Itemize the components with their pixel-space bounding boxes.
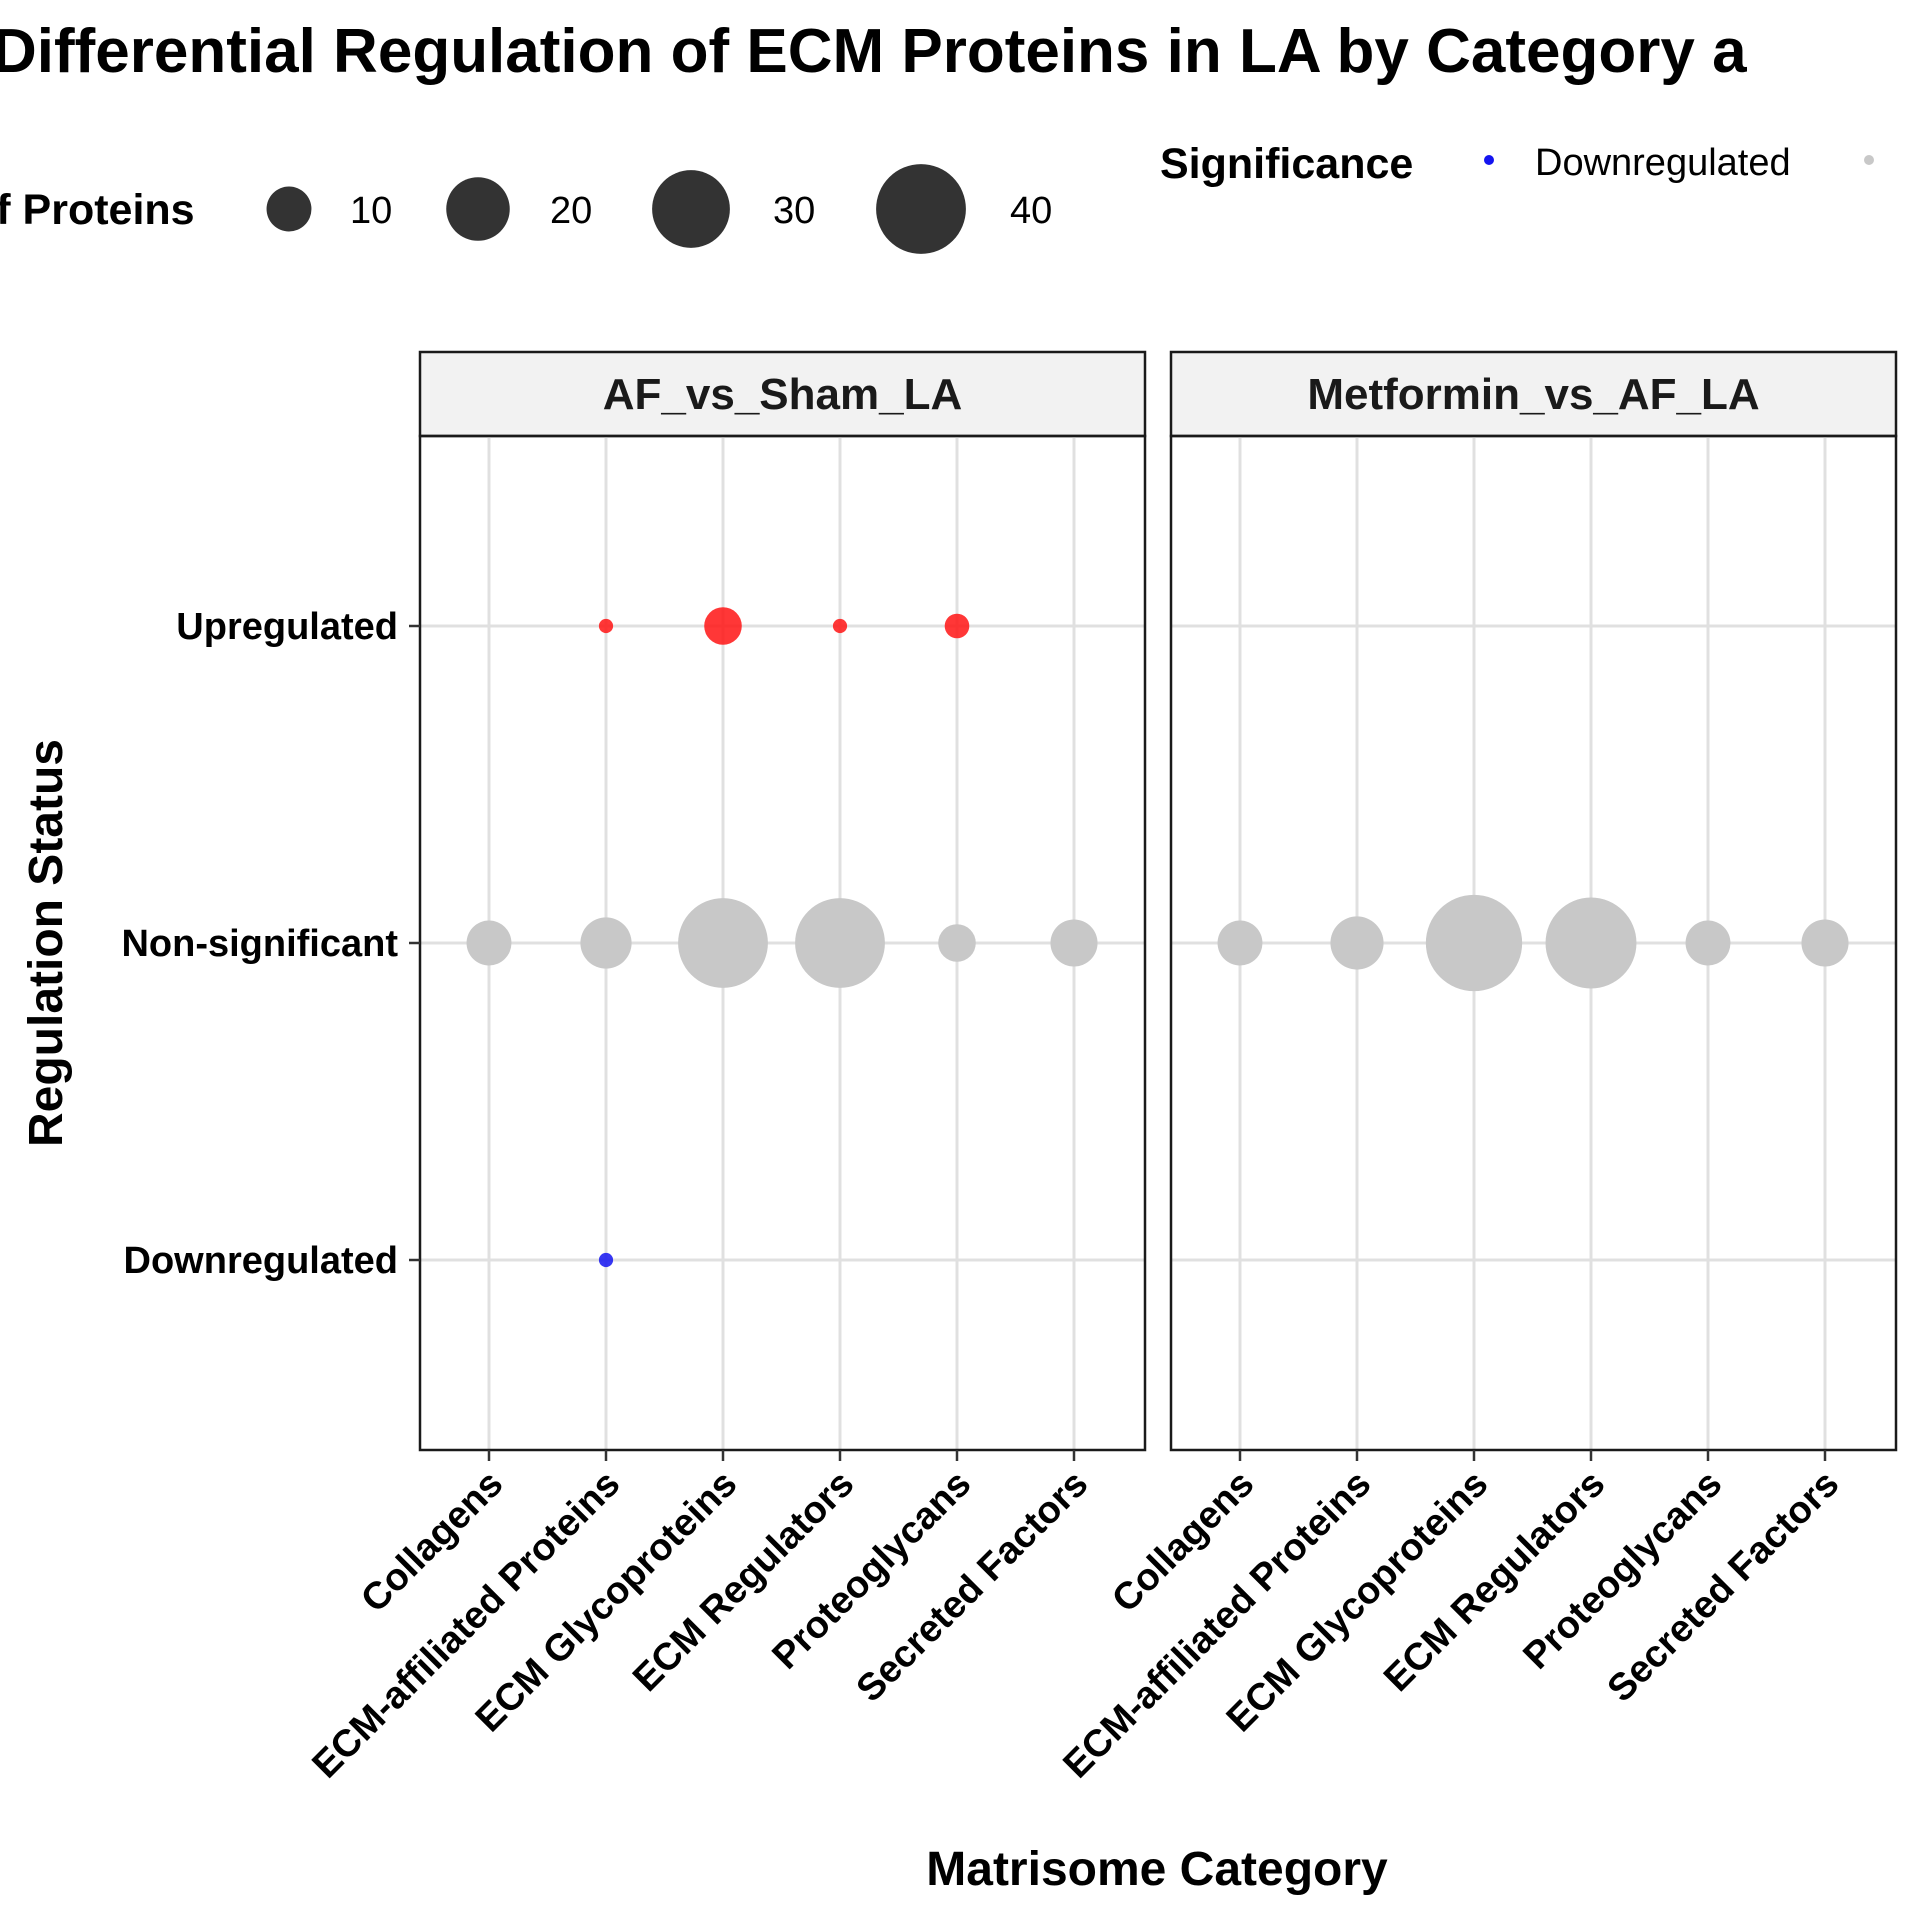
size-legend: of Proteins 10 20 30 40 [0,164,1052,254]
panel-metformin-vs-af-la: Metformin_vs_AF_LACollagensECM-affiliate… [1056,350,1898,1786]
x-tick-label: Secreted Factors [1600,1463,1848,1711]
size-legend-label: 10 [350,190,392,232]
y-tick-label: Downregulated [124,1240,398,1282]
x-tick-label: ECM Regulators [1376,1463,1613,1700]
facet-label: Metformin_vs_AF_LA [1307,370,1759,419]
y-tick-label: Upregulated [176,606,398,648]
size-legend-key [876,164,966,254]
x-axis-title: Matrisome Category [926,1843,1388,1896]
point-ecm-affiliated-proteins-upregulated [598,618,614,634]
x-tick-label: Secreted Factors [849,1463,1097,1711]
chart-title: Differential Regulation of ECM Proteins … [0,17,1747,86]
point-proteoglycans-non-significant [1685,920,1731,966]
color-legend-key [1864,155,1874,165]
point-ecm-affiliated-proteins-non-significant [1330,916,1384,970]
x-tick-label: Proteoglycans [1515,1463,1730,1678]
y-axis: Upregulated Non-significant Downregulated [121,606,420,1282]
size-legend-label: 20 [550,190,592,232]
point-secreted-factors-non-significant [1801,919,1849,967]
panel-border [1169,434,1898,1452]
size-legend-key [446,177,510,241]
facet-label: AF_vs_Sham_LA [603,370,962,419]
y-axis-title: Regulation Status [20,739,73,1147]
point-ecm-regulators-non-significant [1545,897,1637,989]
point-collagens-non-significant [1217,920,1263,966]
size-legend-key [652,170,730,248]
size-legend-items: 10 20 30 40 [266,164,1052,254]
color-legend-key [1484,155,1494,165]
point-ecm-regulators-non-significant [795,898,885,988]
x-tick-label: Proteoglycans [764,1463,979,1678]
facet-strip [418,350,1147,438]
point-ecm-affiliated-proteins-downregulated [598,1252,614,1268]
size-legend-label: 30 [773,190,815,232]
point-proteoglycans-upregulated [944,613,970,639]
color-legend-label: Downregulated [1535,142,1791,184]
point-ecm-glycoproteins-non-significant [1425,894,1523,992]
color-legend-title: Significance [1160,140,1413,188]
y-tick-label: Non-significant [121,923,398,965]
color-legend: Significance Downregulated [1160,140,1874,188]
facet-strip [1169,350,1898,438]
point-secreted-factors-non-significant [1050,919,1098,967]
size-legend-title: of Proteins [0,186,195,234]
point-ecm-glycoproteins-upregulated [704,607,742,645]
point-ecm-glycoproteins-non-significant [678,898,768,988]
size-legend-key [266,186,312,232]
size-legend-label: 40 [1010,190,1052,232]
color-legend-items: Downregulated [1484,142,1874,184]
point-ecm-regulators-upregulated [832,618,848,634]
point-ecm-affiliated-proteins-non-significant [580,917,632,969]
point-collagens-non-significant [466,920,512,966]
point-proteoglycans-non-significant [938,924,976,962]
x-tick-label: ECM Regulators [625,1463,862,1700]
